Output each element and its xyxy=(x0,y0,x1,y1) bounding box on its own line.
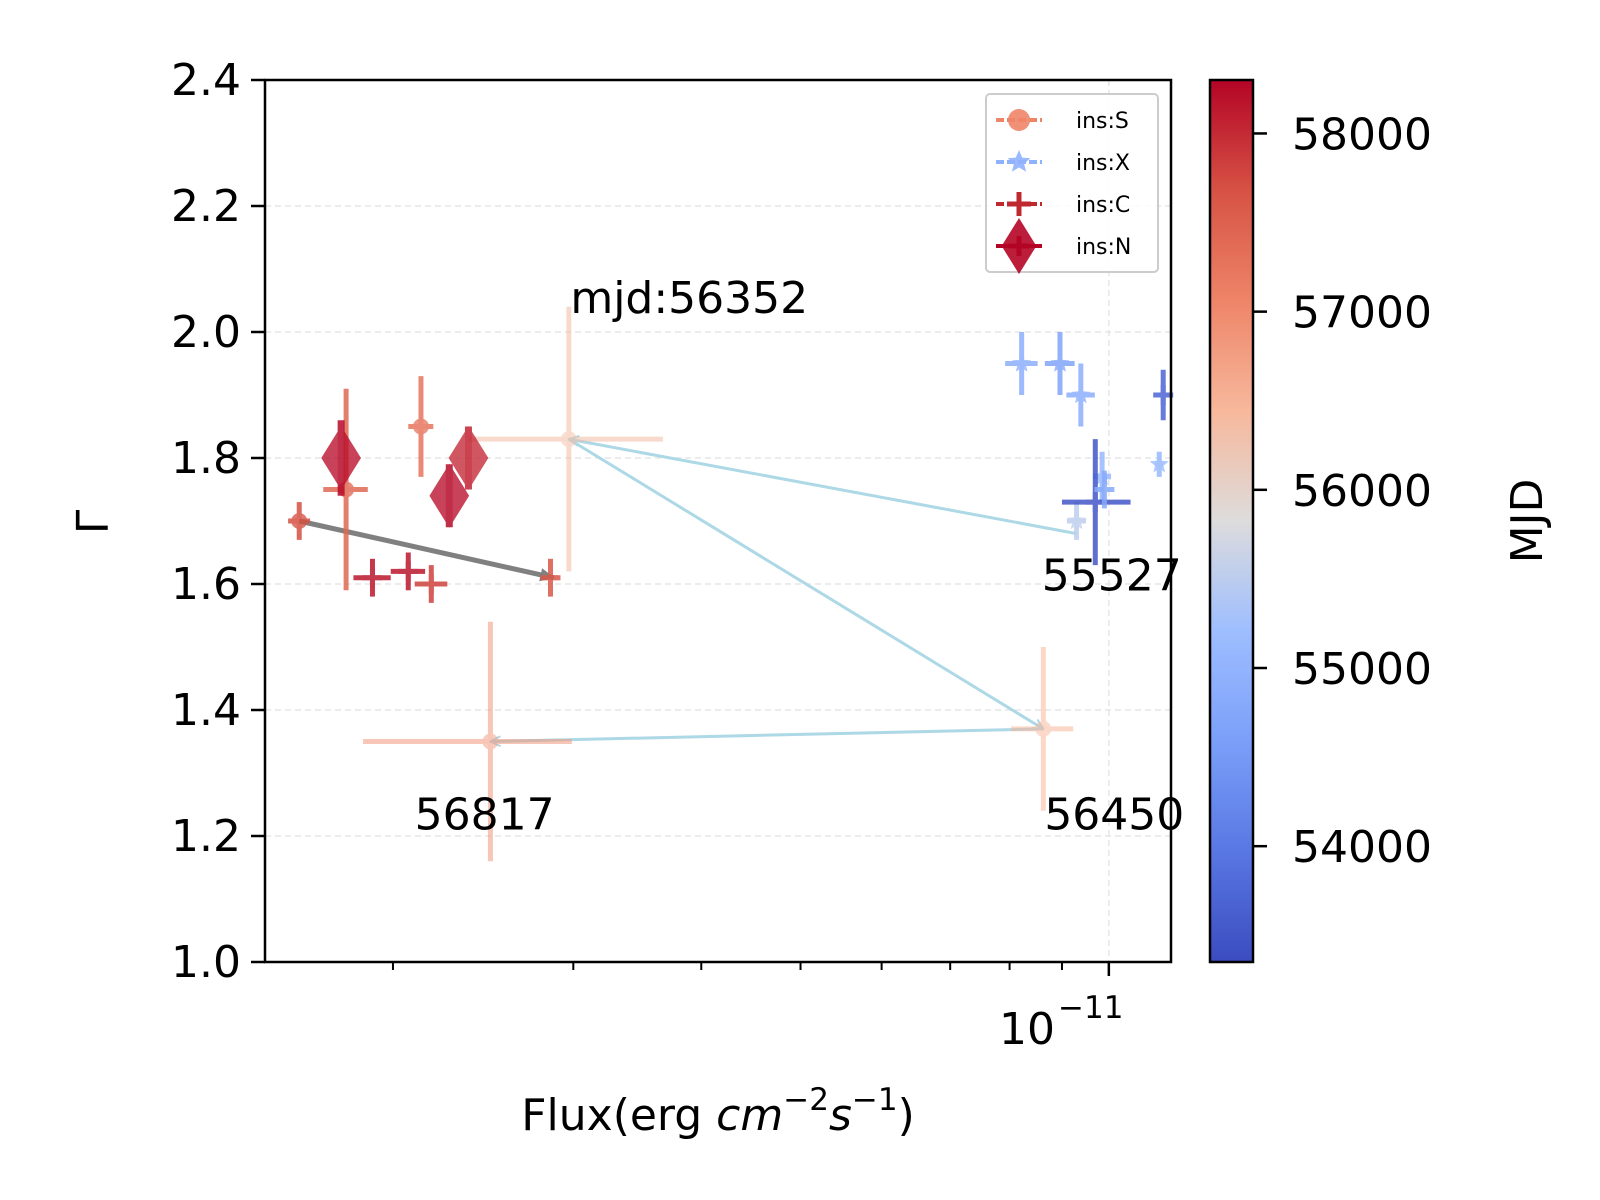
point-ins-S-5 xyxy=(363,621,572,862)
y-tick-label-2.2: 2.2 xyxy=(171,181,241,232)
colorbar-tick-label-54000: 54000 xyxy=(1292,822,1432,873)
plus-marker xyxy=(362,567,383,588)
point-ins-S-3 xyxy=(408,376,434,477)
series-ins-N xyxy=(321,420,489,528)
point-ins-C-7 xyxy=(1094,470,1115,509)
annotation-1: mjd:56352 xyxy=(570,273,808,324)
point-ins-C-5 xyxy=(1061,439,1131,566)
diamond-marker xyxy=(448,426,489,490)
point-ins-S-2 xyxy=(323,388,368,591)
legend-circle-marker xyxy=(1008,109,1030,131)
diamond-marker xyxy=(321,426,361,490)
colorbar: 54000 55000 56000 57000 58000 MJD xyxy=(1208,78,1553,964)
arrow-2 xyxy=(568,437,1043,731)
diamond-marker xyxy=(429,463,470,528)
plot-frame xyxy=(263,78,1173,964)
y-tick-label-1.6: 1.6 xyxy=(171,559,241,610)
y-tick-label-1.4: 1.4 xyxy=(171,685,241,736)
star-marker xyxy=(1071,385,1091,404)
legend-plus-overlay xyxy=(1009,236,1029,256)
arrow-3 xyxy=(490,727,1044,742)
legend-entry-ins-S: ins:S xyxy=(996,109,1129,134)
y-tick-label-1.8: 1.8 xyxy=(171,433,241,484)
legend-frame xyxy=(985,93,1159,273)
point-ins-N-1 xyxy=(321,420,361,496)
data-points xyxy=(288,306,1174,862)
legend-entry-ins-N: ins:N xyxy=(996,218,1131,274)
point-ins-C-1 xyxy=(353,558,391,597)
point-ins-S-1 xyxy=(288,502,311,540)
series-ins-S xyxy=(288,306,1074,862)
x-tick-label-exponent: −11 xyxy=(1058,990,1123,1026)
x-tick-label-1e-11: 10 xyxy=(999,1004,1055,1055)
circle-marker xyxy=(291,513,308,529)
colorbar-gradient xyxy=(1208,78,1255,964)
arrow-1 xyxy=(569,439,1077,536)
legend-label: ins:S xyxy=(1076,109,1129,134)
point-ins-X-1 xyxy=(1005,332,1038,395)
annotation-4: 56450 xyxy=(1044,790,1184,841)
circle-marker xyxy=(482,733,499,750)
colorbar-ticks: 54000 55000 56000 57000 58000 xyxy=(1253,109,1432,873)
star-marker xyxy=(1012,353,1032,372)
y-tick-label-1.0: 1.0 xyxy=(171,937,241,988)
annotations: mjd:56352 55527 56817 56450 xyxy=(415,273,1185,841)
legend-entry-ins-C: ins:C xyxy=(996,192,1130,218)
arrow-4 xyxy=(298,518,555,582)
point-ins-C-4 xyxy=(540,558,561,597)
star-marker xyxy=(1050,353,1070,372)
colorbar-tick-label-58000: 58000 xyxy=(1292,109,1432,160)
legend-star-marker xyxy=(1007,150,1031,172)
colorbar-tick-label-57000: 57000 xyxy=(1292,288,1432,339)
star-marker xyxy=(1149,454,1169,473)
circle-marker xyxy=(412,418,429,435)
series-ins-C xyxy=(353,369,1174,603)
annotation-2: 55527 xyxy=(1042,550,1182,601)
legend: ins:S ins:X ins:C ins:N xyxy=(985,93,1159,274)
point-ins-C-2 xyxy=(390,552,426,591)
legend-label: ins:N xyxy=(1076,235,1131,260)
y-axis-ticks: 1.0 1.2 1.4 1.6 1.8 2.0 2.2 2.4 xyxy=(171,55,265,988)
colorbar-label: MJD xyxy=(1502,479,1553,564)
y-tick-label-2.4: 2.4 xyxy=(171,55,241,106)
legend-label: ins:X xyxy=(1076,151,1130,176)
plus-marker xyxy=(421,574,442,594)
legend-label: ins:C xyxy=(1076,193,1130,218)
colorbar-tick-label-55000: 55000 xyxy=(1292,644,1432,695)
series-ins-X xyxy=(1005,332,1169,540)
arrows xyxy=(298,437,1077,742)
star-marker xyxy=(1067,511,1087,530)
point-ins-N-3 xyxy=(448,426,489,490)
point-ins-C-3 xyxy=(414,565,448,603)
annotation-3: 56817 xyxy=(415,790,555,841)
x-axis-label: Flux(erg cm−2s−1) xyxy=(521,1082,915,1141)
point-ins-X-5 xyxy=(1149,451,1169,477)
plus-marker xyxy=(540,567,561,588)
y-tick-label-2.0: 2.0 xyxy=(171,307,241,358)
y-tick-label-1.2: 1.2 xyxy=(171,811,241,862)
point-ins-S-6 xyxy=(1011,647,1074,811)
plus-marker xyxy=(398,561,419,582)
y-axis-label: Γ xyxy=(68,509,119,534)
point-ins-S-4 xyxy=(468,306,663,572)
circle-marker xyxy=(1035,720,1052,737)
point-ins-N-2 xyxy=(429,463,470,528)
circle-marker xyxy=(560,431,577,448)
colorbar-tick-label-56000: 56000 xyxy=(1292,466,1432,517)
legend-plus-marker xyxy=(1007,192,1031,216)
x-axis-ticks xyxy=(391,962,1111,976)
point-ins-X-6 xyxy=(1066,502,1087,540)
point-ins-X-3 xyxy=(1066,363,1095,427)
point-ins-X-2 xyxy=(1044,332,1075,395)
plus-marker xyxy=(1094,479,1115,500)
legend-entry-ins-X: ins:X xyxy=(996,150,1130,176)
